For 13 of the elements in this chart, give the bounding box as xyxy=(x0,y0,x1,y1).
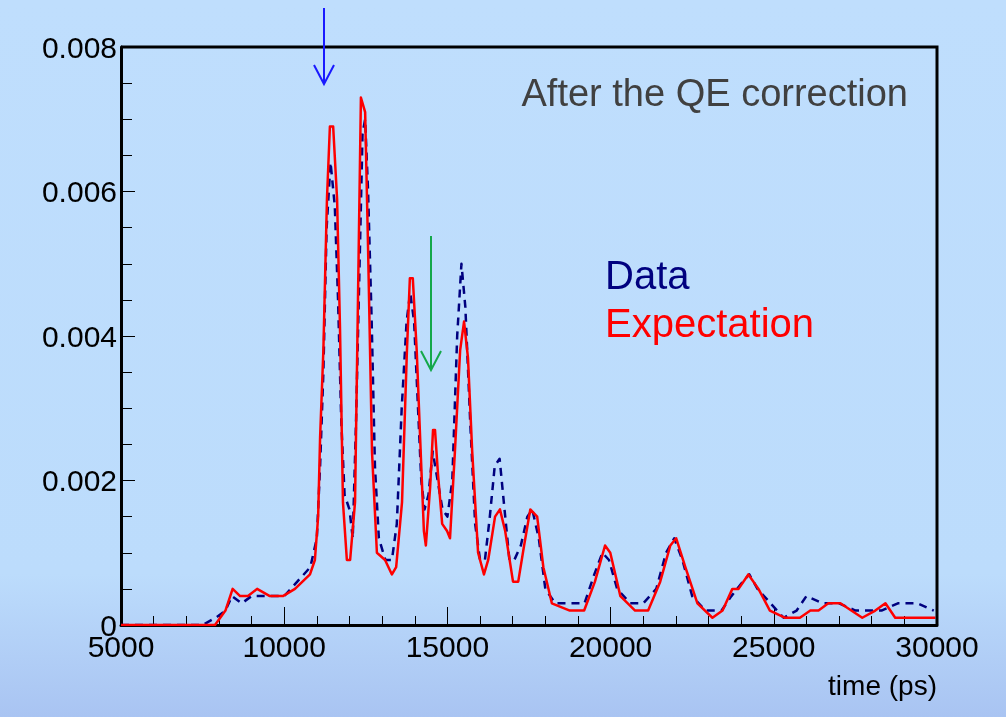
y-tick-label: 0.006 xyxy=(41,175,117,208)
x-tick-label: 30000 xyxy=(895,629,979,663)
text: Data xyxy=(605,253,691,297)
annotation: After the QE correction xyxy=(521,72,909,114)
x-tick-label: 15000 xyxy=(405,629,490,663)
x-tick-label: 20000 xyxy=(568,629,653,663)
text: Expectation xyxy=(605,301,815,345)
x-axis-title: time (ps) xyxy=(828,669,937,701)
y-tick-label: 0.008 xyxy=(41,30,117,64)
y-tick-label: 0.002 xyxy=(41,464,117,497)
x-tick-label: 25000 xyxy=(732,629,816,663)
y-tick-label: 0.004 xyxy=(41,319,117,353)
x-tick-label: 10000 xyxy=(242,629,326,663)
